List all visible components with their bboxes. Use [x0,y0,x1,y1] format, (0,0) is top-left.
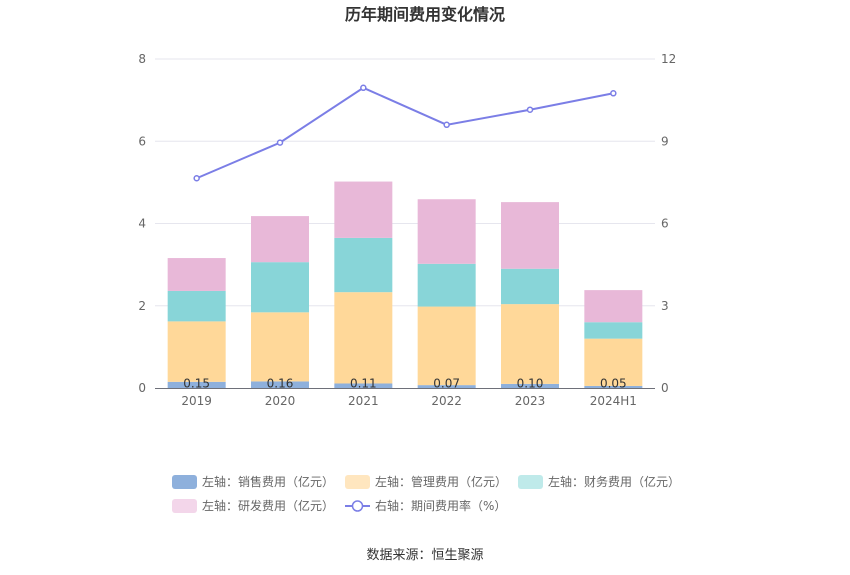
bar-segment [167,381,226,388]
left-axis-ticks: 0 2 4 6 8 [138,52,146,395]
bar-segment [251,381,309,388]
legend-label: 右轴：期间费用率（%） [375,498,506,513]
y-left-tick-label: 4 [138,217,146,231]
legend-label: 左轴：销售费用（亿元） [202,474,334,489]
grid-lines [155,58,655,307]
legend-swatch [518,475,543,489]
rate-point [276,139,284,146]
bar-segment [584,385,643,388]
bar-segment [584,322,643,339]
bar-segment [417,385,476,388]
bar-segment [251,312,309,382]
y-right-tick-label: 3 [661,299,669,313]
bar-segment [334,237,393,293]
bar-segment [417,306,476,386]
bar-segment [417,199,476,264]
y-left-tick-label: 8 [138,52,146,66]
rate-line-group [193,84,617,182]
rate-point [526,106,534,113]
bar-segment [501,268,559,305]
bar-group: 0.15 0.16 0.11 0.07 0.10 0.05 [167,181,643,391]
bar-segment [584,338,643,386]
bar-data-label: 0.15 [183,377,210,391]
y-left-tick-label: 6 [138,134,146,148]
y-right-tick-label: 12 [661,52,676,66]
bar-segment [501,304,559,384]
legend-label: 左轴：管理费用（亿元） [375,474,507,489]
source-note: 数据来源：恒生聚源 [366,548,483,563]
x-tick-label: 2021 [348,394,379,408]
y-right-tick-label: 0 [661,381,669,395]
bar-segment [501,202,559,269]
bar-data-label: 0.11 [350,377,377,391]
y-left-tick-label: 0 [138,381,146,395]
bar-segment [251,216,309,263]
bar-segment [167,321,226,382]
bar-segment [334,181,393,238]
bar-segment [501,383,559,388]
bar-data-label: 0.07 [433,377,460,391]
x-tick-label: 2024H1 [590,394,637,408]
rate-line [196,86,614,180]
bar-segment [251,262,309,313]
bar-data-label: 0.16 [267,377,294,391]
bar-segment [584,290,643,323]
rate-point [443,121,450,129]
bar-segment [334,292,393,384]
right-axis-ticks: 0 3 6 9 12 [661,52,676,395]
x-tick-label: 2020 [265,394,296,408]
legend-swatch [172,475,197,489]
bar-data-label: 0.10 [517,377,544,391]
legend-label: 左轴：财务费用（亿元） [548,474,680,489]
bar-data-label: 0.05 [600,377,627,391]
x-tick-label: 2019 [181,394,212,408]
legend: 左轴：销售费用（亿元） 左轴：管理费用（亿元） 左轴：财务费用（亿元） 左轴：研发费用… [172,474,680,513]
x-axis: 2019 2020 2021 2022 2023 2024H1 [155,388,655,408]
bar-segment [167,290,226,322]
y-right-tick-label: 6 [661,217,669,231]
chart-title: 历年期间费用变化情况 [345,5,505,24]
legend-label: 左轴：研发费用（亿元） [202,498,334,513]
legend-line-marker [351,500,364,512]
legend-swatch [345,475,370,489]
bar-segment [334,383,393,388]
rate-point [610,90,617,97]
y-left-tick-label: 2 [138,299,146,313]
rate-point [360,84,367,92]
rate-point [193,175,200,182]
y-right-tick-label: 9 [661,134,669,148]
bar-segment [417,263,476,307]
x-tick-label: 2023 [515,394,546,408]
bar-segment [167,258,226,291]
x-tick-label: 2022 [431,394,462,408]
legend-swatch [172,499,197,513]
